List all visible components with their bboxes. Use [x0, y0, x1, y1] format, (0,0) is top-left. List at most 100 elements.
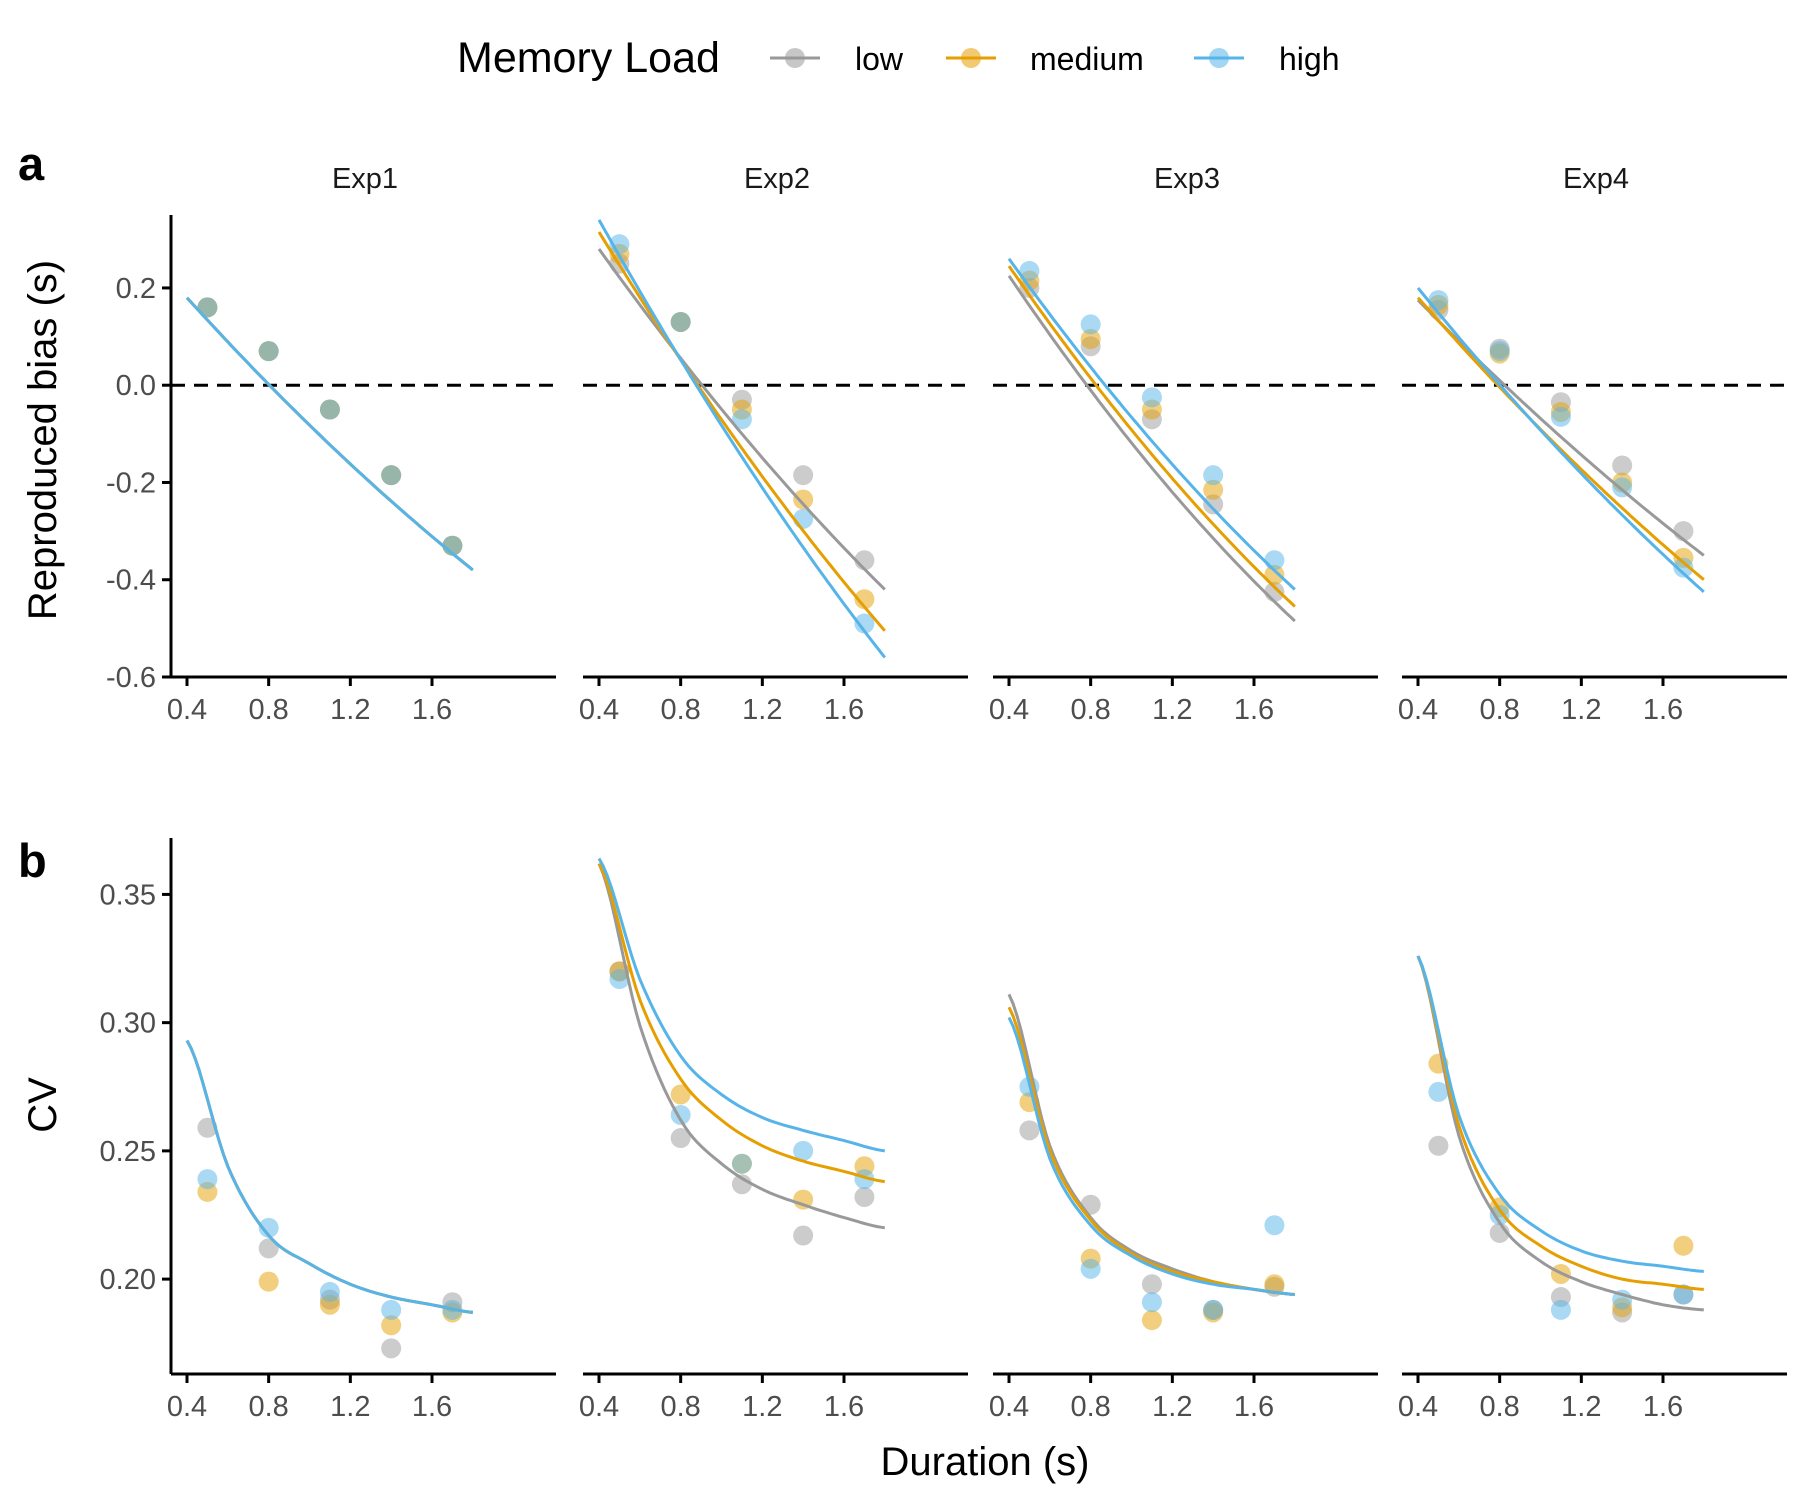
- point-medium: [1080, 329, 1101, 350]
- legend-key-point-high: [1209, 48, 1229, 68]
- fit-curve-high: [597, 857, 886, 1153]
- point-low: [1141, 1274, 1162, 1295]
- x-tick-label: 1.2: [742, 1391, 782, 1423]
- point-medium: [793, 489, 814, 510]
- point-high: [1428, 290, 1449, 311]
- point-medium: [854, 589, 875, 610]
- legend-key-point-medium: [961, 48, 981, 68]
- x-tick-label: 0.4: [989, 1391, 1029, 1423]
- x-tick-label: 1.6: [1643, 1391, 1683, 1423]
- x-tick-label: 0.8: [249, 694, 289, 726]
- point-high: [1673, 1284, 1694, 1305]
- panel-a-exp4: 0.4 0.8 1.2 1.6: [1398, 286, 1787, 726]
- panel-a-exp2: 0.4 0.8 1.2 1.6: [579, 219, 968, 726]
- y-axis-title-cv: CV: [21, 1077, 65, 1133]
- x-tick-label: 0.8: [661, 694, 701, 726]
- fit-curve-high: [1416, 286, 1705, 594]
- point-high: [670, 311, 691, 332]
- point-high: [381, 1299, 402, 1320]
- y-tick-label: 0.2: [116, 273, 156, 305]
- point-low: [1203, 494, 1224, 515]
- point-high: [731, 409, 752, 430]
- x-tick-label: 0.8: [1480, 694, 1520, 726]
- x-tick-label: 1.2: [330, 1391, 370, 1423]
- point-high: [1264, 550, 1285, 571]
- x-tick-label: 1.6: [1643, 694, 1683, 726]
- fit-curve-high: [597, 219, 886, 659]
- x-tick-label: 1.2: [330, 694, 370, 726]
- point-high: [381, 465, 402, 486]
- x-tick-label: 1.6: [412, 694, 452, 726]
- strip-label-exp4: Exp4: [1563, 163, 1629, 195]
- panel-b-exp3: 0.4 0.8 1.2 1.6: [989, 993, 1378, 1423]
- x-tick-label: 1.2: [1152, 1391, 1192, 1423]
- point-high: [258, 1217, 279, 1238]
- x-tick-label: 0.4: [1398, 694, 1438, 726]
- fit-curve-high: [185, 296, 474, 572]
- x-tick-label: 1.2: [1561, 1391, 1601, 1423]
- point-low: [793, 465, 814, 486]
- y-tick-label: 0.35: [100, 879, 156, 911]
- point-low: [1019, 1120, 1040, 1141]
- strip-label-exp1: Exp1: [332, 163, 398, 195]
- point-medium: [1203, 479, 1224, 500]
- panel-b-exp4: 0.4 0.8 1.2 1.6: [1398, 955, 1787, 1423]
- x-tick-label: 0.4: [989, 694, 1029, 726]
- point-high: [793, 1140, 814, 1161]
- x-tick-label: 1.2: [742, 694, 782, 726]
- point-medium: [1673, 1235, 1694, 1256]
- point-medium: [1264, 1274, 1285, 1295]
- legend-label-medium: medium: [1030, 41, 1144, 77]
- panel-b-exp1: 0.4 0.8 1.2 1.6 0.35 0.30 0.25 0.20: [100, 838, 556, 1423]
- point-high: [1080, 1258, 1101, 1279]
- y-tick-label: 0.25: [100, 1136, 156, 1168]
- legend-title: Memory Load: [457, 34, 720, 82]
- y-tick-label: -0.2: [106, 467, 156, 499]
- x-tick-label: 1.6: [824, 1391, 864, 1423]
- point-medium: [793, 1189, 814, 1210]
- x-tick-label: 1.2: [1152, 694, 1192, 726]
- fit-curve-low: [185, 296, 474, 572]
- point-high: [319, 1281, 340, 1302]
- strip-label-exp2: Exp2: [744, 163, 810, 195]
- point-high: [609, 969, 630, 990]
- panel-b-exp2: 0.4 0.8 1.2 1.6: [579, 857, 968, 1423]
- fit-curve-low: [1416, 955, 1704, 1312]
- point-high: [1550, 406, 1571, 427]
- fit-curve-high: [1416, 955, 1704, 1273]
- panel-tag-b: b: [18, 834, 47, 887]
- point-high: [1489, 341, 1510, 362]
- point-high: [319, 399, 340, 420]
- fit-curve-low: [1007, 274, 1296, 623]
- legend-key-point-low: [785, 48, 805, 68]
- fit-curve-medium: [1007, 265, 1296, 608]
- x-tick-label: 1.6: [1234, 1391, 1274, 1423]
- fit-curve-medium: [1416, 296, 1705, 581]
- point-high: [1489, 1204, 1510, 1225]
- x-tick-label: 0.8: [1071, 1391, 1111, 1423]
- legend-item-low: low: [770, 41, 904, 77]
- fit-curve-low: [185, 1039, 473, 1314]
- point-high: [1673, 557, 1694, 578]
- x-tick-label: 0.4: [167, 1391, 207, 1423]
- panel-tag-a: a: [18, 137, 45, 190]
- point-medium: [381, 1315, 402, 1336]
- point-high: [1428, 1081, 1449, 1102]
- legend: Memory Load low medium high: [457, 34, 1340, 82]
- point-medium: [258, 1271, 279, 1292]
- strip-label-exp3: Exp3: [1154, 163, 1220, 195]
- y-tick-label: 0.0: [116, 370, 156, 402]
- point-high: [1264, 1215, 1285, 1236]
- fit-curve-high: [1007, 257, 1296, 591]
- fit-curve-medium: [185, 1039, 473, 1314]
- point-low: [670, 1128, 691, 1149]
- fit-curve-medium: [185, 296, 474, 572]
- legend-label-high: high: [1279, 41, 1340, 77]
- point-high: [197, 1169, 218, 1190]
- plot-area: Exp1 Exp2 Exp3 Exp4 0.4 0.8 1.2 1.6 0.2 0.0 -0.2 -0…: [100, 163, 1787, 1423]
- point-low: [258, 1238, 279, 1259]
- fit-curve-high: [1007, 1016, 1295, 1296]
- fit-curve-low: [597, 248, 886, 591]
- point-high: [1203, 1299, 1224, 1320]
- point-low: [1612, 455, 1633, 476]
